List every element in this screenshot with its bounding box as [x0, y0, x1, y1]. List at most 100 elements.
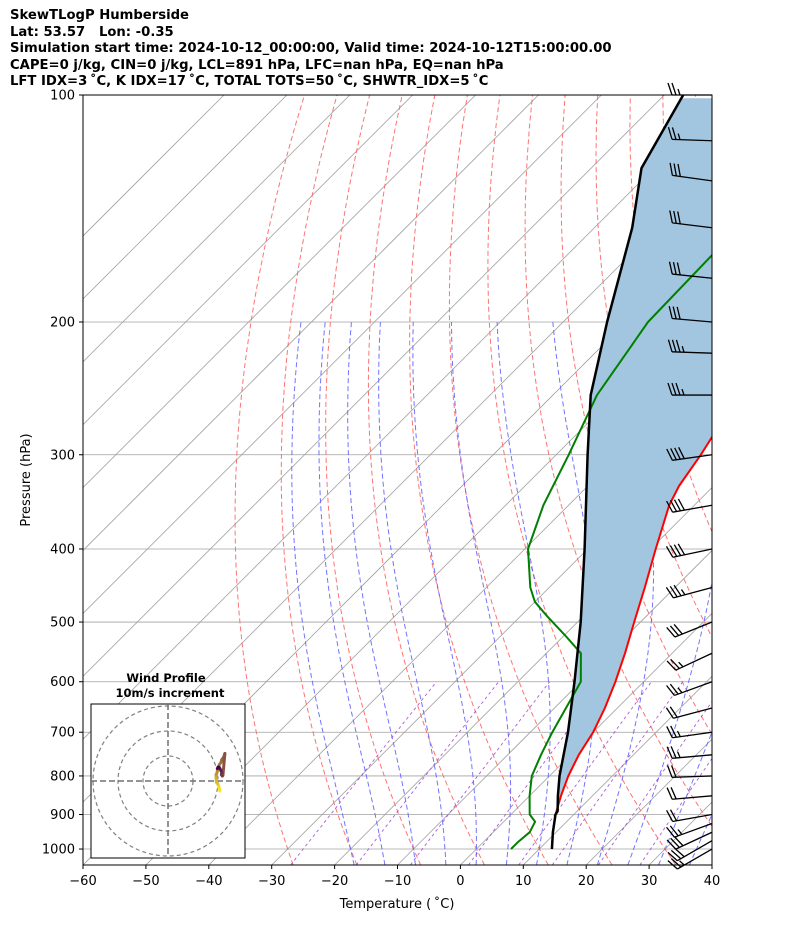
dry-adiabat: [487, 95, 677, 865]
isotherm-line: [83, 95, 602, 614]
mixing-ratio-line: [639, 757, 712, 865]
x-tick-label: −10: [384, 874, 411, 889]
isotherm-line: [83, 95, 413, 426]
wind-barb: [666, 787, 713, 800]
moist-adiabat: [627, 321, 712, 865]
y-axis-label: Pressure (hPa): [19, 433, 34, 526]
wind-barb: [667, 840, 713, 862]
dry-adiabat: [234, 95, 305, 865]
moist-adiabat: [378, 321, 447, 865]
dry-adiabat: [367, 95, 485, 865]
y-tick-label: 600: [50, 675, 75, 690]
hodograph-subtitle: 10m/s increment: [116, 686, 225, 700]
hodograph-title: Wind Profile: [126, 671, 206, 685]
isotherm-line: [83, 95, 665, 677]
isotherm-line: [83, 95, 476, 489]
moist-adiabat: [412, 321, 477, 865]
isotherm-line: [83, 95, 539, 552]
x-tick-label: 30: [641, 874, 658, 889]
dewpoint-profile: [510, 253, 712, 850]
mixing-ratio-line: [551, 681, 684, 865]
moist-adiabat: [658, 730, 712, 865]
dry-adiabat: [761, 95, 794, 865]
mixing-ratio-line: [518, 681, 652, 865]
mixing-ratio-line: [598, 700, 712, 865]
wind-barb: [669, 210, 713, 229]
hodograph-segment: [215, 765, 220, 770]
wind-barb: [667, 382, 712, 396]
temperature-profile: [550, 435, 712, 850]
mixing-ratio-line: [355, 681, 499, 865]
location-line: Lat: 53.57 Lon: -0.35: [10, 24, 174, 40]
isotherm-line: [711, 864, 712, 865]
moist-adiabat: [451, 321, 512, 865]
time-line: Simulation start time: 2024-10-12_00:00:…: [10, 41, 612, 56]
wind-barb: [666, 681, 713, 697]
wind-barb: [668, 261, 713, 279]
y-tick-label: 800: [50, 769, 75, 784]
x-tick-label: −40: [195, 874, 222, 889]
wind-barb: [666, 725, 713, 739]
isotherm-line: [397, 549, 712, 865]
isotherm-line: [145, 298, 712, 865]
moist-adiabat: [318, 321, 386, 865]
wind-barb: [667, 127, 713, 142]
isotherm-line: [83, 95, 225, 237]
indices-line-2: LFT IDX=3 ˚C, K IDX=17 ˚C, TOTAL TOTS=50…: [10, 74, 489, 89]
x-tick-label: −30: [258, 874, 285, 889]
dry-adiabat: [280, 95, 358, 865]
x-tick-label: 0: [456, 874, 464, 889]
isotherm-line: [83, 95, 351, 363]
hodograph-segment: [221, 752, 227, 777]
wind-barb: [665, 706, 713, 719]
x-tick-label: 10: [515, 874, 532, 889]
mixing-ratio-line: [410, 681, 550, 865]
mixing-ratio-line: [468, 681, 605, 865]
wind-barb: [666, 822, 713, 838]
moist-adiabat: [596, 321, 655, 865]
isotherm-line: [334, 487, 712, 865]
isotherm-line: [271, 424, 712, 865]
wind-barb: [666, 621, 713, 638]
y-tick-label: 900: [50, 808, 75, 823]
moist-adiabat: [720, 322, 794, 865]
y-tick-label: 500: [50, 616, 75, 631]
hodograph-inset: Wind Profile 10m/s increment: [90, 671, 246, 859]
y-tick-label: 200: [50, 315, 75, 330]
dry-adiabat: [448, 95, 613, 865]
y-tick-label: 1000: [42, 843, 75, 858]
wind-barb: [667, 82, 712, 96]
mixing-ratio-line: [290, 681, 437, 865]
wind-barb: [666, 809, 713, 823]
x-tick-label: −20: [321, 874, 348, 889]
x-tick-label: −60: [69, 874, 96, 889]
wind-barb: [667, 848, 713, 870]
wind-barb: [666, 447, 713, 461]
y-tick-label: 100: [50, 89, 75, 104]
moist-adiabat: [496, 321, 551, 865]
wind-barb: [665, 584, 713, 599]
dry-adiabat: [560, 95, 712, 736]
moist-adiabat: [688, 813, 712, 865]
chart-title: SkewTLogP Humberside: [10, 8, 190, 23]
wind-barb: [666, 652, 713, 671]
x-tick-label: −50: [132, 874, 159, 889]
wind-barb: [667, 339, 713, 354]
dry-adiabat: [728, 95, 794, 865]
dry-adiabat: [409, 95, 549, 865]
y-tick-label: 700: [50, 726, 75, 741]
wind-barb: [666, 498, 713, 513]
y-tick-label: 400: [50, 542, 75, 557]
dry-adiabat: [524, 95, 712, 828]
wind-barb: [666, 831, 713, 850]
isotherm-line: [83, 109, 712, 740]
moist-adiabat: [291, 321, 355, 865]
x-tick-label: 40: [704, 874, 721, 889]
y-tick-label: 300: [50, 448, 75, 463]
wind-barb: [668, 306, 713, 323]
wind-barb: [669, 162, 713, 182]
moist-adiabat: [347, 321, 416, 865]
wind-barb: [666, 765, 713, 778]
indices-line-1: CAPE=0 j/kg, CIN=0 j/kg, LCL=891 hPa, LF…: [10, 57, 504, 73]
